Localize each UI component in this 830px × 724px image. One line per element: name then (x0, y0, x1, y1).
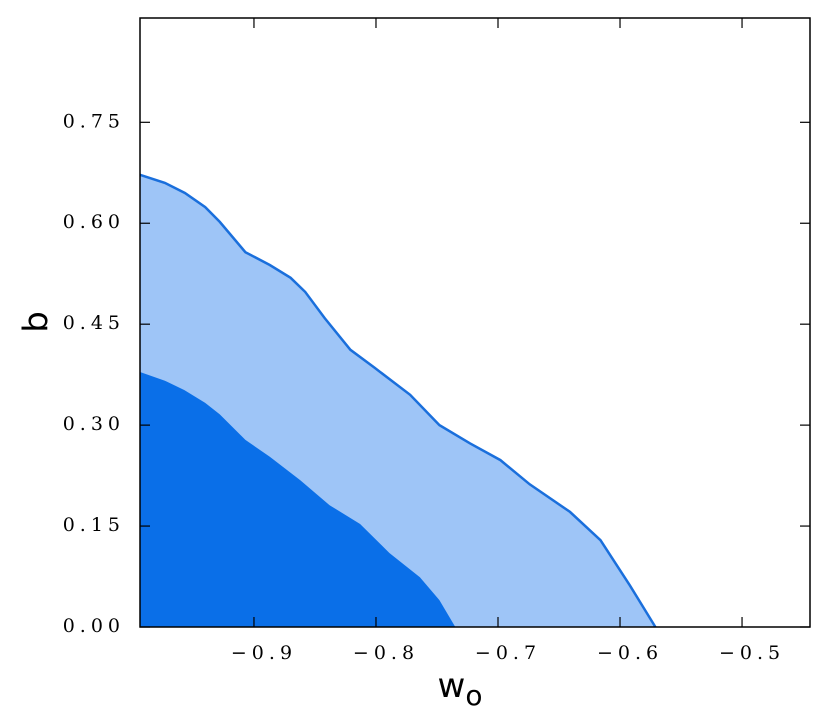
x-tick-label: −0.7 (475, 642, 541, 664)
y-tick-label: 0.30 (63, 413, 125, 435)
x-tick-label: −0.5 (719, 642, 785, 664)
x-tick-label: −0.8 (353, 642, 419, 664)
y-tick-label: 0.75 (63, 110, 125, 132)
y-tick-label: 0.45 (63, 312, 125, 334)
x-axis-label: wo (438, 666, 483, 712)
plot-frame (139, 17, 811, 628)
y-tick-label: 0.15 (63, 514, 125, 536)
y-tick-label: 0.60 (63, 211, 125, 233)
x-axis-label-main: w (438, 666, 466, 706)
x-tick-label: −0.6 (597, 642, 663, 664)
x-tick-label: −0.9 (231, 642, 297, 664)
contour-line (139, 173, 657, 628)
contour-region (140, 372, 456, 627)
plot-area (139, 173, 657, 628)
y-tick-label: 0.00 (63, 615, 125, 637)
y-axis-label: b (17, 311, 57, 333)
x-axis-label-sub: o (465, 679, 482, 712)
